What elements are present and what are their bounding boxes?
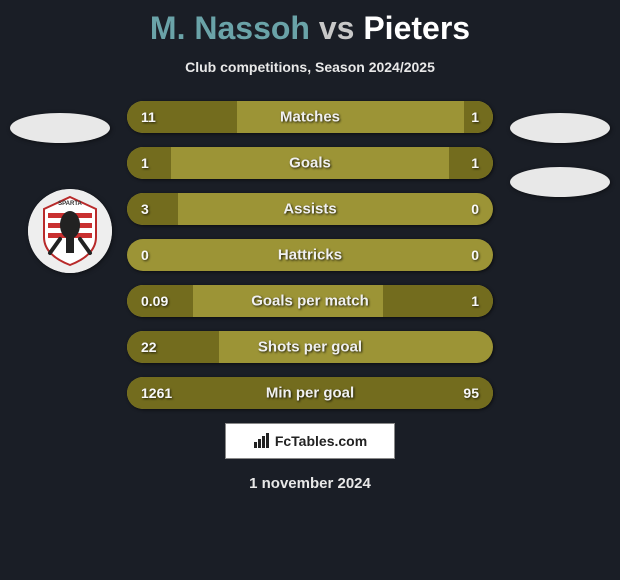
chart-icon — [253, 432, 271, 450]
stat-label: Assists — [127, 201, 493, 218]
stat-row: 1261Min per goal95 — [127, 377, 493, 409]
svg-text:SPARTA: SPARTA — [58, 201, 82, 207]
player1-name: M. Nassoh — [150, 10, 310, 46]
stat-row: 0.09Goals per match1 — [127, 285, 493, 317]
stat-value-right: 1 — [471, 155, 479, 171]
player2-placeholder-icon — [510, 113, 610, 143]
stat-label: Shots per goal — [127, 339, 493, 356]
stat-label: Hattricks — [127, 247, 493, 264]
stat-row: 1Goals1 — [127, 147, 493, 179]
stat-value-right: 1 — [471, 109, 479, 125]
stat-label: Matches — [127, 109, 493, 126]
club2-placeholder-icon — [510, 167, 610, 197]
stat-row: 0Hattricks0 — [127, 239, 493, 271]
comparison-title: M. Nassoh vs Pieters — [0, 0, 620, 47]
subtitle: Club competitions, Season 2024/2025 — [0, 59, 620, 75]
stat-row: 22Shots per goal — [127, 331, 493, 363]
stat-row: 11Matches1 — [127, 101, 493, 133]
club1-badge-icon: SPARTA — [28, 189, 112, 273]
stat-label: Min per goal — [127, 385, 493, 402]
stat-label: Goals per match — [127, 293, 493, 310]
stat-value-right: 1 — [471, 293, 479, 309]
player2-name: Pieters — [363, 10, 470, 46]
source-text: FcTables.com — [275, 433, 367, 449]
player1-placeholder-icon — [10, 113, 110, 143]
source-badge: FcTables.com — [225, 423, 395, 459]
stat-value-right: 95 — [463, 385, 479, 401]
vs-text: vs — [319, 10, 355, 46]
stat-value-right: 0 — [471, 201, 479, 217]
stat-row: 3Assists0 — [127, 193, 493, 225]
stat-value-right: 0 — [471, 247, 479, 263]
stat-bars: 11Matches11Goals13Assists00Hattricks00.0… — [127, 101, 493, 409]
footer-date: 1 november 2024 — [0, 475, 620, 492]
content: SPARTA 11Matches11Goals13Assists00Hattri… — [0, 101, 620, 409]
stat-label: Goals — [127, 155, 493, 172]
